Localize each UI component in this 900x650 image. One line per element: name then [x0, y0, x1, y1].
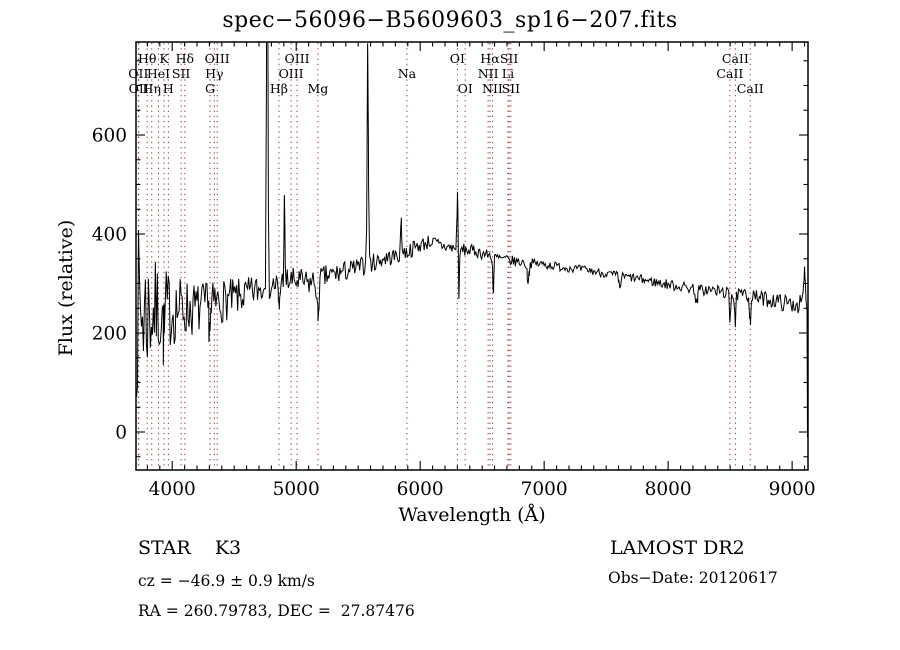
line-marker-label: Hθ — [138, 51, 156, 66]
object-class-label: STAR K3 — [138, 537, 242, 559]
spectral-line-markers — [137, 43, 751, 469]
line-marker-label: CaII — [716, 66, 743, 81]
spectrum-path — [136, 42, 808, 437]
y-tick-label: 400 — [92, 225, 127, 246]
line-marker-label: OI — [450, 51, 465, 66]
line-marker-label: CaII — [737, 81, 764, 96]
axes: 4000 5000 6000 7000 8000 9000 0 200 400 600 — [92, 41, 816, 500]
x-tick-label: 9000 — [769, 479, 816, 500]
line-marker-label: Hβ — [270, 81, 288, 96]
cz-value: cz = −46.9 ± 0.9 km/s — [138, 572, 315, 590]
plot-frame — [135, 41, 809, 471]
x-tick-label: 5000 — [273, 479, 320, 500]
survey-label: LAMOST DR2 — [610, 537, 745, 559]
line-marker-label: HeI — [147, 66, 170, 81]
line-marker-label: Mg — [307, 81, 328, 96]
line-marker-label: Na — [398, 66, 417, 81]
line-marker-label: G — [205, 81, 215, 96]
line-marker-label: H — [163, 81, 174, 96]
x-tick-label: 6000 — [397, 479, 444, 500]
x-tick-label: 4000 — [149, 479, 196, 500]
line-marker-label: SII — [502, 81, 521, 96]
line-marker-label: OIII — [205, 51, 230, 66]
y-tick-label: 200 — [92, 324, 127, 345]
x-axis-label: Wavelength (Å) — [398, 504, 545, 526]
line-marker-label: Hη — [143, 81, 161, 96]
line-marker-label: K — [159, 51, 169, 66]
y-axis-label: Flux (relative) — [55, 220, 77, 357]
line-marker-label: Hδ — [176, 51, 194, 66]
line-marker-label: OII — [128, 66, 148, 81]
spectral-line-labels: OIIOIIHθHηHeIKHSIIHδGHγOIIIHβOIIIOIIIMgN… — [128, 51, 763, 96]
line-marker-label: NII — [482, 81, 503, 96]
spectrum-curve — [136, 42, 808, 437]
line-marker-label: Hα — [480, 51, 500, 66]
x-tick-label: 7000 — [521, 479, 568, 500]
line-marker-label: SII — [172, 66, 191, 81]
line-marker-label: NII — [478, 66, 499, 81]
line-marker-label: OII — [129, 81, 149, 96]
line-marker-label: OI — [458, 81, 473, 96]
x-tick-label: 8000 — [645, 479, 692, 500]
ra-dec-value: RA = 260.79783, DEC = 27.87476 — [138, 602, 415, 620]
line-marker-label: CaII — [722, 51, 749, 66]
line-marker-label: Li — [502, 66, 514, 81]
line-marker-label: OIII — [285, 51, 310, 66]
line-marker-label: Hγ — [205, 66, 223, 81]
y-tick-label: 0 — [115, 423, 127, 444]
line-marker-label: SII — [500, 51, 519, 66]
page-title: spec−56096−B5609603_sp16−207.fits — [222, 8, 678, 33]
line-marker-label: OIII — [279, 66, 304, 81]
obs-date: Obs−Date: 20120617 — [608, 569, 778, 587]
y-tick-label: 600 — [92, 126, 127, 147]
